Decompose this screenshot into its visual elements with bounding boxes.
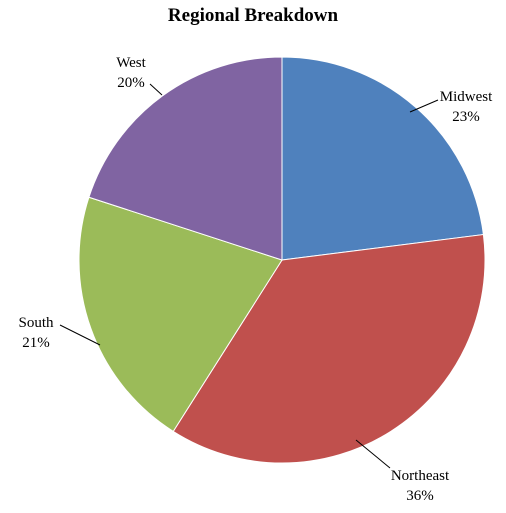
pie-slices (78, 56, 486, 464)
data-label-category-south: South (18, 315, 54, 331)
leader-line-south (59, 324, 101, 346)
pie-slice-northeast (172, 234, 486, 464)
data-label-value-midwest: 23% (452, 109, 480, 125)
chart-title: Regional Breakdown (167, 5, 339, 26)
leader-line-midwest (409, 99, 439, 113)
pie-slice-south (78, 196, 283, 433)
pie-slice-west (88, 56, 283, 261)
pie-slice-midwest (281, 56, 484, 261)
data-label-value-west: 20% (117, 75, 145, 91)
leader-lines (59, 83, 439, 469)
data-label-value-south: 21% (22, 335, 50, 351)
data-labels: Midwest 23% Northeast 36% South 21% West 20% (18, 55, 493, 504)
leader-line-northeast (355, 439, 391, 469)
leader-line-west (149, 83, 163, 96)
data-label-category-midwest: Midwest (440, 89, 493, 105)
data-label-value-northeast: 36% (406, 488, 434, 504)
data-label-category-northeast: Northeast (391, 468, 450, 484)
data-label-category-west: West (116, 55, 146, 71)
